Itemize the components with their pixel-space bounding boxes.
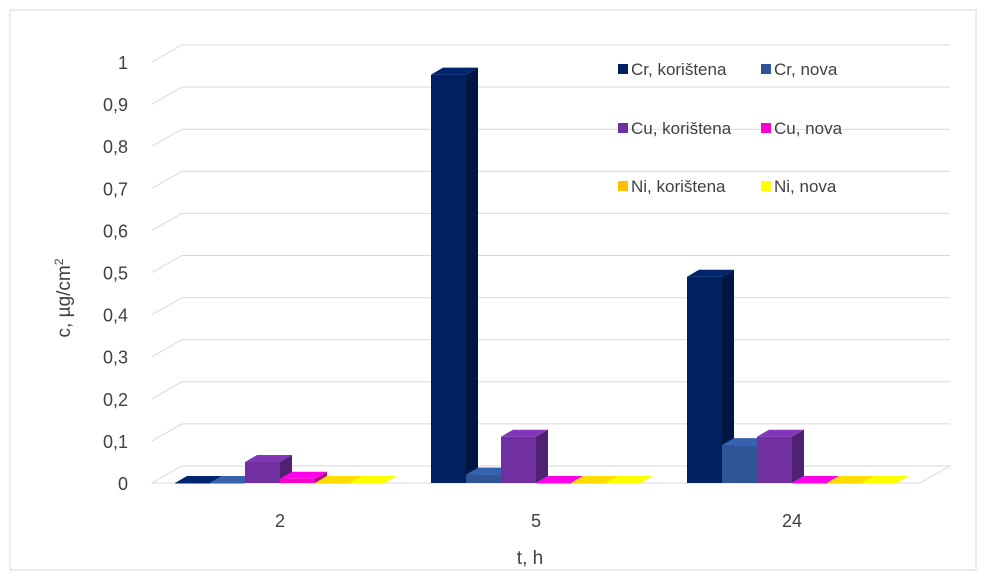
gridline [151, 170, 950, 189]
y-axis-label: c, µg/cm2 [52, 258, 75, 337]
legend-item: Ni, korištena [618, 177, 726, 196]
gridline [151, 86, 950, 105]
y-tick-label: 0,7 [103, 179, 128, 199]
bar [536, 476, 583, 484]
y-tick-label: 1 [118, 53, 128, 73]
bar [827, 476, 874, 484]
x-tick-label: 24 [782, 511, 802, 531]
gridline [151, 44, 950, 63]
bar [431, 67, 478, 483]
bar [687, 269, 734, 483]
bar [175, 476, 222, 484]
bar [315, 476, 362, 484]
y-axis-label-superscript: 2 [52, 258, 66, 265]
bar [606, 476, 653, 484]
bar [501, 429, 548, 483]
bars [175, 67, 909, 484]
bar [280, 471, 327, 483]
y-tick-label: 0,4 [103, 306, 128, 326]
gridline [151, 128, 950, 147]
legend-label: Cu, korištena [631, 119, 732, 138]
legend-item: Cu, korištena [618, 119, 732, 138]
y-tick-label: 0,6 [103, 221, 128, 241]
legend-label: Ni, nova [774, 177, 837, 196]
x-axis-label: t, h [517, 548, 543, 569]
gridline [151, 255, 950, 273]
x-tick-label: 5 [531, 511, 541, 531]
legend-item: Cr, korištena [618, 60, 727, 79]
gridlines [151, 44, 950, 442]
legend-label: Cr, korištena [631, 60, 727, 79]
bar [757, 429, 804, 483]
legend: Cr, korištena Cr, nova Cu, korištena Cu, no… [618, 60, 843, 196]
legend-label: Cr, nova [774, 60, 838, 79]
legend-swatch [761, 123, 771, 133]
legend-swatch [618, 181, 628, 191]
y-tick-label: 0,9 [103, 95, 128, 115]
y-tick-label: 0,1 [103, 432, 128, 452]
gridline [151, 212, 950, 231]
y-axis-ticks: 0 0,1 0,2 0,3 0,4 0,5 0,6 0,7 0,8 0,9 1 [103, 53, 128, 494]
bar [792, 476, 839, 484]
bar [571, 476, 618, 484]
y-tick-label: 0,3 [103, 348, 128, 368]
legend-item: Cr, nova [761, 60, 838, 79]
legend-label: Cu, nova [774, 119, 843, 138]
x-axis-ticks: 2 5 24 [275, 511, 802, 531]
y-tick-label: 0,2 [103, 390, 128, 410]
x-tick-label: 2 [275, 511, 285, 531]
legend-swatch [761, 64, 771, 74]
bar [350, 476, 397, 484]
legend-swatch [761, 181, 771, 191]
chart-area [9, 9, 977, 571]
y-tick-label: 0 [118, 474, 128, 494]
legend-label: Ni, korištena [631, 177, 726, 196]
y-tick-label: 0,5 [103, 264, 128, 284]
y-tick-label: 0,8 [103, 137, 128, 157]
bar [862, 476, 909, 484]
legend-item: Cu, nova [761, 119, 843, 138]
legend-swatch [618, 123, 628, 133]
legend-item: Ni, nova [761, 177, 837, 196]
y-axis-label-text: c, µg/cm [54, 265, 75, 337]
legend-swatch [618, 64, 628, 74]
